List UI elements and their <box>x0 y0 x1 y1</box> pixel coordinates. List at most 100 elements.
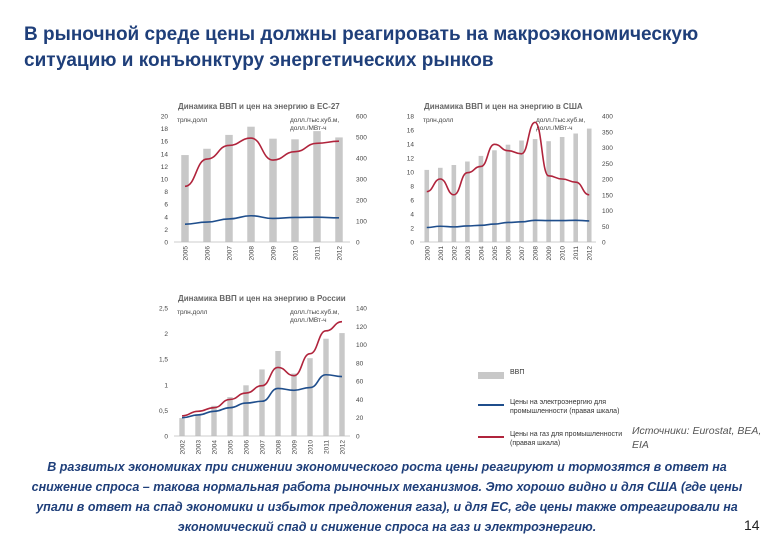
left-tick-label: 14 <box>407 142 415 149</box>
gdp-bar <box>203 148 211 242</box>
right-tick-label: 80 <box>356 360 364 367</box>
gdp-bar <box>307 358 313 436</box>
gdp-bar <box>559 137 565 242</box>
right-axis-unit: долл./тыс.куб.м, долл./МВт-ч <box>290 116 339 132</box>
gdp-bar <box>438 167 443 242</box>
left-tick-label: 12 <box>407 156 415 163</box>
x-tick-label: 2003 <box>465 246 472 261</box>
chart-usa: Динамика ВВП и цен на энергию в США трлн.… <box>392 100 632 278</box>
right-tick-label: 300 <box>356 177 367 184</box>
legend-swatch-electricity <box>478 404 504 406</box>
gdp-bar <box>291 373 297 436</box>
left-axis-unit: трлн.долл <box>177 117 208 124</box>
x-tick-label: 2006 <box>506 246 513 261</box>
left-tick-label: 2,5 <box>159 306 168 313</box>
left-tick-label: 10 <box>161 177 169 184</box>
left-tick-label: 4 <box>164 214 168 221</box>
gdp-bar <box>181 155 189 242</box>
x-tick-label: 2010 <box>308 440 315 455</box>
x-tick-label: 2007 <box>227 246 234 261</box>
gdp-bar <box>247 126 255 242</box>
right-tick-label: 20 <box>356 415 364 422</box>
left-tick-label: 8 <box>410 184 414 191</box>
right-tick-label: 250 <box>602 161 613 168</box>
chart-title: Динамика ВВП и цен на энергию в России <box>178 294 346 303</box>
electricity-price-line <box>426 219 590 229</box>
x-tick-label: 2008 <box>249 246 256 261</box>
gdp-bar <box>227 397 233 436</box>
legend-item-gas: Цены на газ для промышленности (правая ш… <box>478 430 638 450</box>
x-tick-label: 2005 <box>492 246 499 261</box>
left-tick-label: 6 <box>164 202 168 209</box>
gdp-bar <box>519 140 524 242</box>
right-tick-label: 400 <box>602 114 613 121</box>
gdp-bar <box>339 333 345 436</box>
x-tick-label: 2006 <box>244 440 251 455</box>
left-tick-label: 1 <box>164 382 168 389</box>
x-tick-label: 2005 <box>228 440 235 455</box>
x-tick-label: 2001 <box>438 246 445 261</box>
left-tick-label: 14 <box>161 151 169 158</box>
x-tick-label: 2004 <box>212 440 219 455</box>
gdp-bar <box>179 418 185 436</box>
right-tick-label: 100 <box>356 219 367 226</box>
x-tick-label: 2012 <box>587 246 594 261</box>
slide-title: В рыночной среде цены должны реагировать… <box>24 24 699 71</box>
left-tick-label: 2 <box>410 226 414 233</box>
conclusion-text: В развитых экономиках при снижении эконо… <box>31 460 743 534</box>
x-tick-label: 2007 <box>519 246 526 261</box>
x-tick-label: 2012 <box>337 246 344 261</box>
gdp-bar <box>243 385 249 436</box>
legend-label-electricity: Цены на электроэнергию для промышленност… <box>510 399 620 415</box>
gdp-bar <box>291 139 299 242</box>
right-tick-label: 200 <box>356 198 367 205</box>
gdp-bar <box>505 144 511 242</box>
left-tick-label: 18 <box>161 126 169 133</box>
x-tick-label: 2005 <box>183 246 190 261</box>
right-tick-label: 60 <box>356 379 364 386</box>
electricity-price-line <box>181 373 343 419</box>
right-tick-label: 100 <box>356 342 367 349</box>
left-tick-label: 16 <box>407 128 415 135</box>
gdp-bar <box>586 128 592 242</box>
x-tick-label: 2009 <box>292 440 299 455</box>
left-tick-label: 0 <box>164 240 168 247</box>
gdp-bar <box>546 141 551 242</box>
gdp-bar <box>259 369 265 436</box>
right-tick-label: 40 <box>356 397 364 404</box>
left-tick-label: 16 <box>161 139 169 146</box>
left-axis-unit: трлн.долл <box>177 309 208 316</box>
right-tick-label: 200 <box>602 177 613 184</box>
right-tick-label: 350 <box>602 129 613 136</box>
gdp-bar <box>573 133 578 242</box>
chart-eu: Динамика ВВП и цен на энергию в ЕС-27 трл… <box>146 100 386 278</box>
electricity-price-line <box>184 214 340 225</box>
x-tick-label: 2006 <box>205 246 212 261</box>
x-tick-label: 2009 <box>546 246 553 261</box>
right-tick-label: 100 <box>602 208 613 215</box>
x-tick-label: 2004 <box>478 246 485 261</box>
gas-price-line <box>184 137 340 188</box>
x-tick-label: 2010 <box>560 246 567 261</box>
legend-swatch-gdp <box>478 372 504 379</box>
chart-title: Динамика ВВП и цен на энергию в ЕС-27 <box>178 102 340 111</box>
x-tick-label: 2000 <box>424 246 431 261</box>
right-tick-label: 120 <box>356 324 367 331</box>
right-tick-label: 0 <box>356 240 360 247</box>
legend-swatch-gas <box>478 436 504 438</box>
right-tick-label: 400 <box>356 156 367 163</box>
right-tick-label: 600 <box>356 114 367 121</box>
left-tick-label: 12 <box>161 164 169 171</box>
gdp-bar <box>492 150 497 242</box>
gdp-bar <box>532 139 538 242</box>
x-tick-label: 2011 <box>573 246 580 260</box>
right-tick-label: 140 <box>356 306 367 313</box>
right-tick-label: 0 <box>602 240 606 247</box>
left-tick-label: 0 <box>164 434 168 441</box>
gdp-bar <box>225 134 233 242</box>
left-tick-label: 0,5 <box>159 408 168 415</box>
left-tick-label: 0 <box>410 240 414 247</box>
chart-eu-svg: Динамика ВВП и цен на энергию в ЕС-27 трл… <box>161 102 367 261</box>
source-note: Источники: Eurostat, BEA, EIA <box>632 425 762 451</box>
left-tick-label: 2 <box>164 331 168 338</box>
